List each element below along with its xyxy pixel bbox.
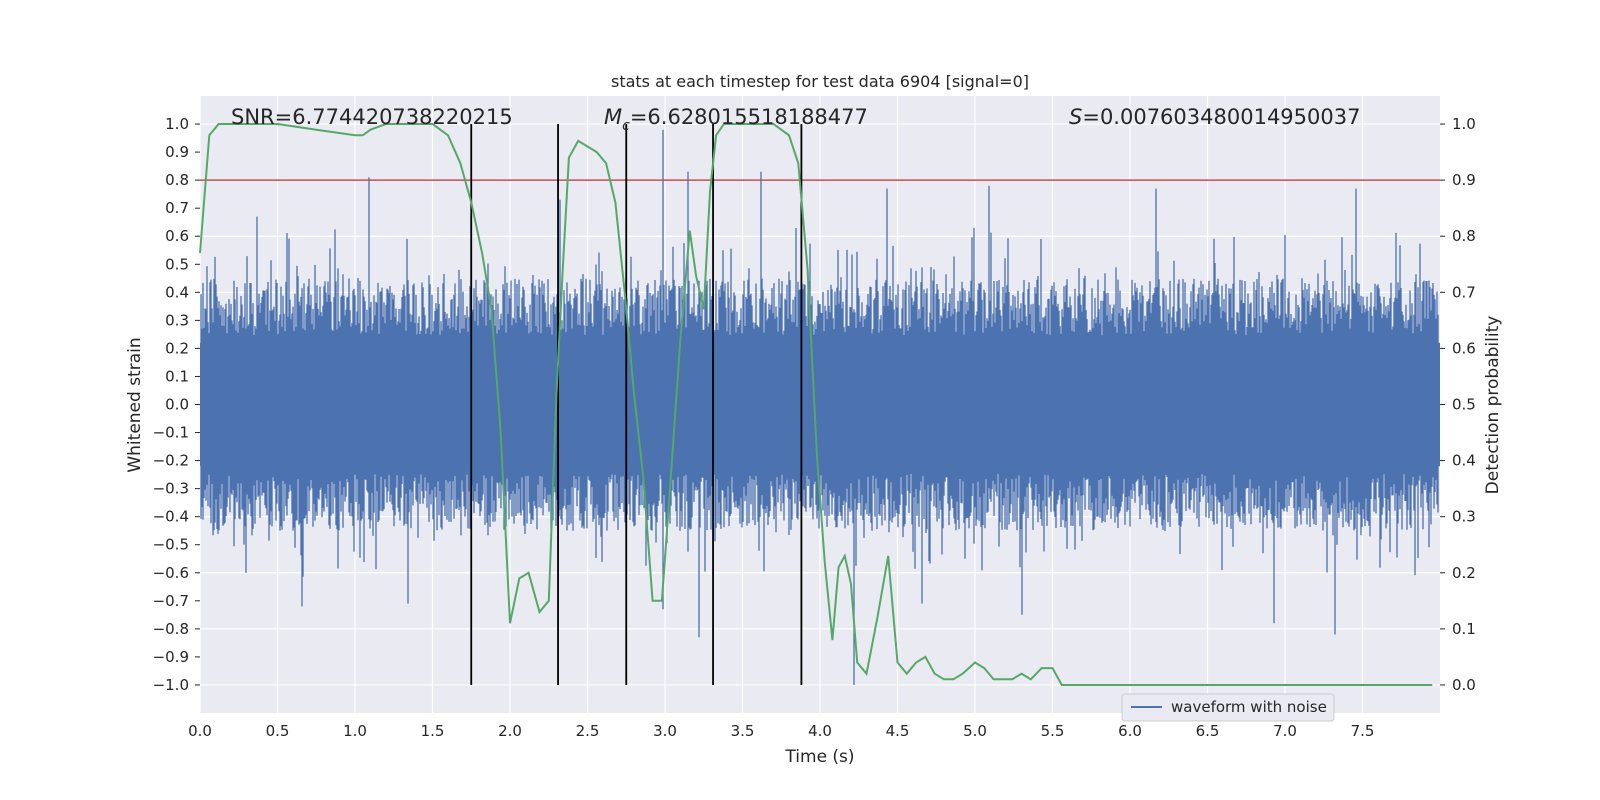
y-tick-label: 0.8 — [165, 171, 189, 189]
snr-annotation: SNR=6.774420738220215 — [231, 105, 513, 129]
y-tick-label: −0.9 — [153, 648, 189, 666]
y-tick-label: −0.8 — [153, 620, 189, 638]
y2-tick-label: 0.9 — [1452, 171, 1476, 189]
x-axis-ticks: 0.0 0.5 1.0 1.5 2.0 2.5 3.0 3.5 4.0 4.5 5.0 5.5 6.0 6… — [188, 722, 1374, 740]
x-tick-label: 7.5 — [1351, 722, 1375, 740]
legend: waveform with noise — [1121, 693, 1335, 722]
y-tick-label: 0.7 — [165, 199, 189, 217]
x-axis-label: Time (s) — [784, 747, 854, 767]
y2-tick-label: 0.6 — [1452, 339, 1476, 357]
y-tick-label: −1.0 — [153, 676, 189, 694]
x-tick-label: 0.5 — [266, 722, 290, 740]
y-tick-label: 1.0 — [165, 115, 189, 133]
y-tick-label: −0.3 — [153, 480, 189, 498]
y-tick-label: 0.0 — [165, 396, 189, 414]
y-tick-label: −0.6 — [153, 564, 189, 582]
chirp-mass-annotation: Mc=6.628015518188477 — [604, 105, 868, 134]
x-tick-label: 0.0 — [188, 722, 212, 740]
legend-box — [1121, 693, 1335, 722]
y2-tick-label: 0.7 — [1452, 283, 1476, 301]
x-tick-label: 5.5 — [1041, 722, 1065, 740]
y-axis-label: Whitened strain — [125, 337, 145, 472]
s-annotation: S=0.007603480014950037 — [1069, 105, 1360, 129]
y-tick-label: 0.6 — [165, 227, 189, 245]
y-tick-label: 0.3 — [165, 311, 189, 329]
mc-symbol: M — [604, 105, 622, 129]
y-tick-label: 0.5 — [165, 255, 189, 273]
x-tick-label: 7.0 — [1273, 722, 1297, 740]
y2-tick-label: 0.2 — [1452, 564, 1476, 582]
y-tick-label: −0.4 — [153, 508, 189, 526]
s-symbol: S — [1069, 105, 1082, 129]
x-tick-label: 2.0 — [498, 722, 522, 740]
y2-tick-label: 0.0 — [1452, 676, 1476, 694]
y2-tick-label: 1.0 — [1452, 115, 1476, 133]
y-axis-ticks: 1.0 0.9 0.8 0.7 0.6 0.5 0.4 0.3 0.2 0.1 0.0 −0.1 −0.… — [153, 115, 200, 694]
y2-tick-label: 0.3 — [1452, 508, 1476, 526]
x-tick-label: 4.5 — [886, 722, 910, 740]
mc-subscript: c — [622, 118, 630, 134]
y2-tick-label: 0.8 — [1452, 227, 1476, 245]
y-tick-label: 0.2 — [165, 339, 189, 357]
y-tick-label: −0.1 — [153, 424, 189, 442]
y-tick-label: 0.1 — [165, 367, 189, 385]
event-markers — [470, 124, 803, 685]
x-tick-label: 4.0 — [808, 722, 832, 740]
x-tick-label: 3.0 — [653, 722, 677, 740]
y-tick-label: 0.4 — [165, 283, 189, 301]
x-tick-label: 1.5 — [421, 722, 445, 740]
y-tick-label: −0.7 — [153, 592, 189, 610]
x-tick-label: 2.5 — [576, 722, 600, 740]
mc-value: =6.628015518188477 — [630, 105, 868, 129]
legend-label: waveform with noise — [1171, 698, 1327, 716]
x-tick-label: 6.0 — [1118, 722, 1142, 740]
waveform-series — [200, 129, 1440, 685]
y-tick-label: −0.2 — [153, 452, 189, 470]
waveform-line — [200, 129, 1439, 685]
y2-tick-label: 0.4 — [1452, 452, 1476, 470]
probability-series — [199, 123, 1433, 686]
chart-title: stats at each timestep for test data 690… — [611, 72, 1029, 91]
y2-axis-ticks: 1.0 0.9 0.8 0.7 0.6 0.5 0.4 0.3 0.2 0.1 0.0 — [1440, 115, 1476, 694]
y-tick-label: 0.9 — [165, 143, 189, 161]
s-value: =0.007603480014950037 — [1082, 105, 1360, 129]
y2-tick-label: 0.5 — [1452, 396, 1476, 414]
x-tick-label: 6.5 — [1196, 722, 1220, 740]
y-tick-label: −0.5 — [153, 536, 189, 554]
x-tick-label: 3.5 — [731, 722, 755, 740]
y2-axis-label: Detection probability — [1483, 316, 1503, 495]
probability-line — [199, 123, 1433, 686]
x-tick-label: 5.0 — [963, 722, 987, 740]
y2-tick-label: 0.1 — [1452, 620, 1476, 638]
x-tick-label: 1.0 — [343, 722, 367, 740]
